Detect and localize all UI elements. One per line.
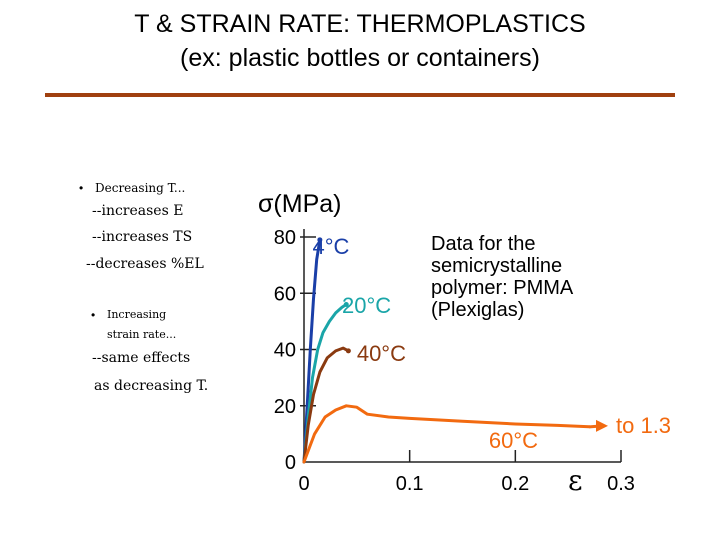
bullet-same-effects: --same effects <box>92 350 191 366</box>
bullet-increasing: Increasing <box>107 308 167 321</box>
series-line-40c <box>302 346 350 464</box>
fracture-point <box>345 348 351 354</box>
x-tick-label: 0 <box>298 473 309 495</box>
x-tick-label: 0.3 <box>607 473 635 495</box>
fracture-point <box>343 302 349 307</box>
bullet-strain-rate: strain rate... <box>107 328 177 341</box>
series-line-20c <box>302 303 348 464</box>
arrow-head-icon <box>596 419 608 432</box>
x-tick-label: 0.2 <box>501 473 529 495</box>
bullet-decreases-el: --decreases %EL <box>86 256 204 272</box>
bullet-decreasing-t: Decreasing T... <box>95 181 186 195</box>
series-line-4c <box>302 238 322 464</box>
bullet-as-decreasing-t: as decreasing T. <box>94 378 209 394</box>
series-line-60c <box>302 404 591 464</box>
bullet-dot-icon: • <box>79 181 84 195</box>
series-label: 40°C <box>357 341 406 366</box>
series-label: 60°C <box>489 428 538 453</box>
x-tick-label: 0.1 <box>396 473 424 495</box>
y-tick-label: 80 <box>274 227 296 249</box>
series-label: 4°C <box>312 234 349 259</box>
slide-title-line1: T & STRAIN RATE: THERMOPLASTICS <box>134 10 586 38</box>
slide-title-line2: (ex: plastic bottles or containers) <box>180 44 540 72</box>
title-divider <box>45 93 675 97</box>
annotation-line: semicrystalline <box>431 255 562 277</box>
bullet-dot-icon: • <box>91 308 96 322</box>
bullet-increases-e: --increases E <box>92 203 184 219</box>
continuation-label: to 1.3 <box>616 413 671 438</box>
y-tick-label: 60 <box>274 283 296 305</box>
annotation-line: (Plexiglas) <box>431 299 524 321</box>
bullet-increases-ts: --increases TS <box>92 229 193 245</box>
annotation-line: Data for the <box>431 233 536 255</box>
series-label: 20°C <box>342 293 391 318</box>
y-tick-label: 0 <box>285 452 296 474</box>
annotation-line: polymer: PMMA <box>431 277 574 299</box>
x-axis-label: ε <box>568 464 583 497</box>
y-tick-label: 40 <box>274 340 296 362</box>
y-tick-label: 20 <box>274 396 296 418</box>
y-axis-label: σ(MPa) <box>258 190 341 218</box>
fracture-point <box>317 237 323 243</box>
